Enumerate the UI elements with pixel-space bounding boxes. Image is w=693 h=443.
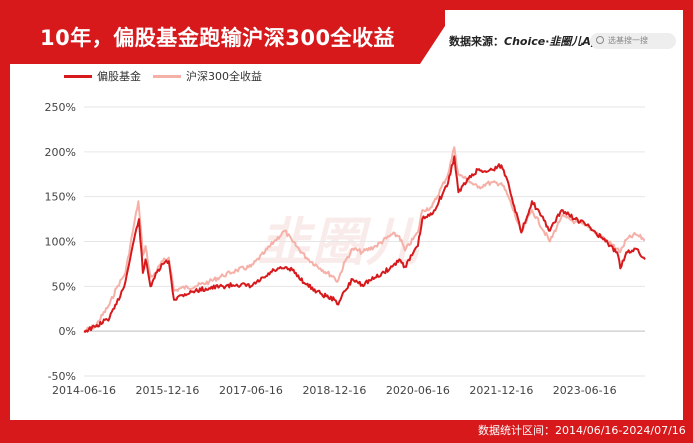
y-tick-label: -50% — [48, 370, 76, 383]
y-tick-label: 100% — [45, 236, 76, 249]
legend-label-fund: 偏股基金 — [97, 70, 141, 83]
x-tick-label: 2015-12-16 — [136, 384, 200, 397]
y-tick-label: 50% — [52, 280, 76, 293]
x-tick-label: 2020-06-16 — [386, 384, 450, 397]
y-tick-label: 0% — [59, 325, 76, 338]
x-tick-label: 2021-12-16 — [469, 384, 533, 397]
chart-grid — [84, 106, 645, 377]
legend-swatch-index — [153, 74, 181, 78]
source-choice: Choice — [504, 35, 546, 48]
series-lines — [83, 146, 646, 333]
title-banner-shape — [0, 0, 693, 64]
y-tick-label: 200% — [45, 146, 76, 159]
legend-item-fund: 偏股基金 — [64, 68, 141, 84]
title-banner — [0, 0, 693, 64]
series-line-fund — [83, 155, 646, 333]
x-axis: 2014-06-16 2015-12-16 2017-06-16 2018-12-16… — [52, 384, 617, 397]
search-box[interactable]: 选基搜一搜 — [590, 33, 676, 49]
chart-legend: 偏股基金 沪深300全收益 — [64, 68, 274, 84]
date-range-footer: 数据统计区间：2014/06/16-2024/07/16 — [478, 424, 686, 437]
source-label: 数据来源： — [449, 35, 504, 48]
page-title: 10年，偏股基金跑输沪深300全收益 — [40, 26, 396, 50]
watermark-logo: 韭圈儿 — [258, 213, 421, 273]
x-tick-label: 2018-12-16 — [302, 384, 366, 397]
x-tick-label: 2017-06-16 — [219, 384, 283, 397]
series-line-index — [83, 146, 646, 333]
legend-label-index: 沪深300全收益 — [186, 70, 262, 83]
search-icon — [596, 35, 604, 44]
x-tick-label: 2023-06-16 — [553, 384, 617, 397]
source-sep: · — [545, 35, 550, 48]
x-tick-label: 2014-06-16 — [52, 384, 116, 397]
y-axis: -50% 0% 50% 100% 150% 200% 250% — [45, 101, 76, 383]
legend-item-index: 沪深300全收益 — [153, 68, 262, 84]
legend-swatch-fund — [64, 74, 92, 78]
search-placeholder: 选基搜一搜 — [608, 36, 648, 45]
y-tick-label: 150% — [45, 191, 76, 204]
y-tick-label: 250% — [45, 101, 76, 114]
